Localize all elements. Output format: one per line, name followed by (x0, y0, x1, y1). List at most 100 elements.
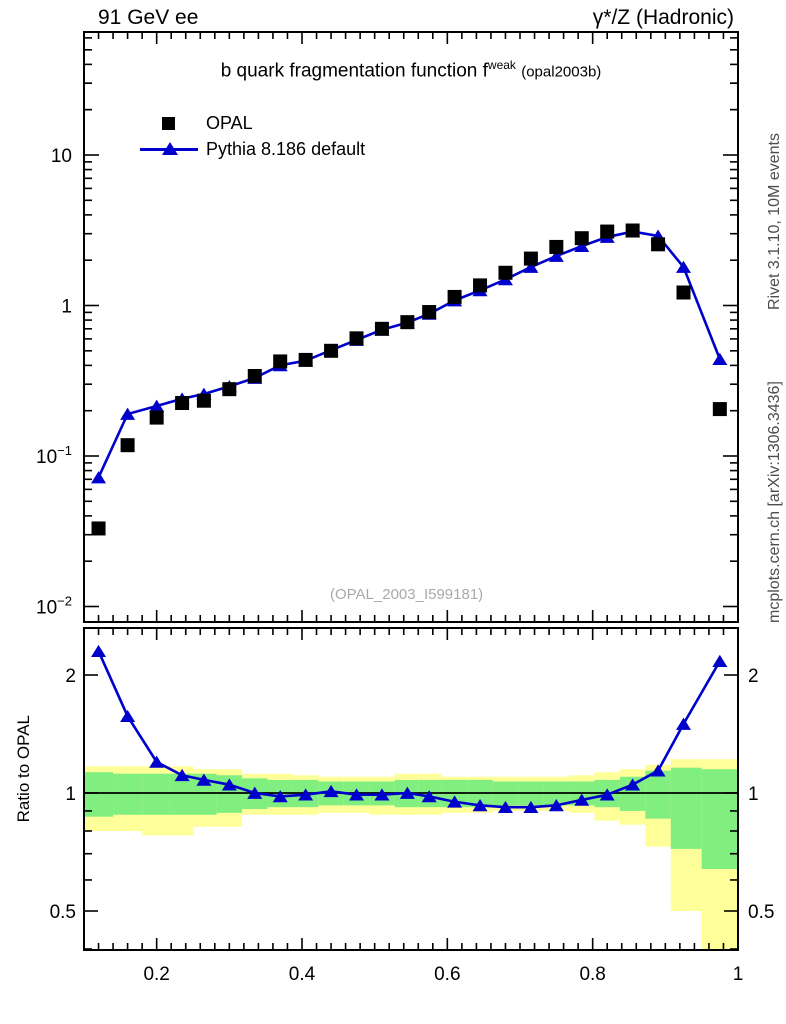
data-marker-square (498, 265, 513, 280)
mc-marker-triangle (120, 407, 136, 420)
legend-label-pythia: Pythia 8.186 default (206, 138, 366, 159)
ratio-band-segment (142, 773, 170, 815)
data-marker-square (196, 393, 211, 408)
xtick-label-1: 0.4 (289, 964, 316, 985)
plot-title-dataset: (opal2003b) (521, 63, 602, 81)
ratio-ytick-label-left-0: 2 (65, 666, 76, 687)
ratio-mc-marker-triangle (221, 778, 237, 791)
data-marker-square (422, 305, 437, 320)
data-marker-square (523, 251, 538, 266)
mc-marker-triangle (676, 260, 691, 273)
data-marker-square (149, 410, 164, 425)
plot-title-superscript: weak (487, 58, 516, 72)
legend-label-opal: OPAL (206, 112, 253, 133)
ratio-uncertainty-bands (84, 759, 738, 949)
data-marker-square (473, 278, 488, 293)
ratio-ytick-label-left-1: 1 (65, 784, 76, 805)
ratio-mc-marker-triangle (447, 795, 463, 808)
ratio-mc-marker-triangle (625, 778, 641, 791)
legend-marker-square (140, 112, 198, 134)
ratio-mc-marker-triangle (298, 788, 314, 801)
main-panel-frame (83, 31, 739, 623)
data-marker-square (712, 402, 727, 417)
mc-line (97, 230, 722, 479)
mc-marker-triangle (574, 239, 590, 252)
ratio-mc-marker-triangle (374, 788, 390, 801)
data-marker-square (574, 231, 589, 246)
ratio-mc-marker-triangle (497, 800, 513, 814)
data-marker-square (91, 521, 106, 536)
legend-item-pythia[interactable]: Pythia 8.186 default (140, 136, 365, 162)
ratio-mc-marker-triangle (574, 793, 590, 806)
ratio-mc-marker-triangle (523, 800, 539, 814)
legend-item-opal[interactable]: OPAL (140, 110, 365, 136)
mc-marker-triangle (149, 399, 165, 412)
data-marker-square (120, 438, 135, 453)
mc-marker-triangle (523, 260, 539, 273)
legend: OPAL Pythia 8.186 default (140, 110, 365, 162)
ytick-label-1e-2: 10−2 (36, 594, 72, 619)
xtick-label-0: 0.2 (143, 964, 169, 985)
ratio-band-segment (169, 773, 193, 815)
ytick-label-1e-1: 10−1 (36, 443, 72, 468)
data-marker-square (175, 395, 190, 410)
data-marker-square (651, 237, 666, 252)
xtick-label-4: 1 (733, 964, 744, 985)
ratio-mc-marker-triangle (349, 788, 364, 801)
ratio-mc-marker-triangle (323, 784, 339, 798)
ratio-ytick-label-left-2: 0.5 (50, 902, 76, 923)
data-marker-square (374, 321, 389, 336)
axis-frames (83, 31, 739, 951)
legend-marker-triangle-line (140, 138, 198, 160)
ratio-panel-frame (83, 627, 739, 951)
ratio-mc-marker-triangle (247, 786, 263, 799)
plot-title: b quark fragmentation function fweak (op… (84, 58, 738, 82)
ratio-mc-marker-triangle (472, 798, 488, 812)
ratio-mc-marker-triangle (174, 768, 190, 782)
axis-tick-labels: 10 1 10−1 10−2 2 2 1 1 0.5 0.5 0.2 0.4 0.6 0.8 1 (36, 146, 774, 985)
header-process: γ*/Z (Hadronic) (592, 6, 734, 29)
ratio-band-segment (701, 769, 738, 869)
main-data-points (91, 223, 727, 536)
ratio-ytick-label-right-1: 1 (748, 784, 759, 805)
ratio-band-segment (84, 772, 114, 817)
data-marker-square (676, 285, 691, 300)
ratio-mc-marker-triangle (421, 790, 437, 803)
ratio-band-segment (645, 770, 671, 819)
ratio-mc-marker-triangle (599, 788, 615, 801)
ratio-band-segment (670, 767, 702, 849)
data-marker-square (625, 223, 640, 238)
ratio-mc-marker-triangle (91, 644, 107, 658)
ratio-mc-marker-triangle (120, 709, 136, 723)
axis-ticks (83, 32, 739, 950)
main-mc-curve (91, 225, 728, 484)
data-marker-square (324, 343, 339, 358)
analysis-watermark: (OPAL_2003_I599181) (330, 586, 484, 603)
mc-marker-triangle (548, 249, 564, 262)
ratio-mc-marker-triangle (676, 717, 691, 730)
data-marker-square (298, 352, 313, 367)
ratio-mc-marker-triangle (272, 790, 288, 803)
data-marker-square (273, 354, 288, 369)
ratio-ytick-label-right-0: 2 (748, 666, 759, 687)
data-marker-square (222, 382, 237, 397)
ratio-mc-marker-triangle (712, 654, 728, 667)
data-marker-square (600, 224, 615, 239)
ratio-band-segment (113, 773, 143, 815)
mc-marker-triangle (91, 471, 107, 484)
data-marker-square (447, 289, 462, 304)
ratio-mc-marker-triangle (548, 798, 564, 812)
data-marker-square (247, 369, 262, 384)
ratio-mc-marker-triangle (149, 755, 165, 768)
ratio-mc-marker-triangle (196, 773, 212, 786)
xtick-label-2: 0.6 (434, 964, 460, 985)
ratio-mc-marker-triangle (399, 786, 415, 799)
plot-title-main: b quark fragmentation function f (220, 60, 488, 82)
ytick-label-10: 10 (51, 146, 72, 167)
data-marker-square (400, 315, 415, 330)
ratio-ytick-label-right-2: 0.5 (748, 902, 774, 923)
data-marker-square (349, 331, 364, 346)
mc-marker-triangle (712, 352, 728, 366)
